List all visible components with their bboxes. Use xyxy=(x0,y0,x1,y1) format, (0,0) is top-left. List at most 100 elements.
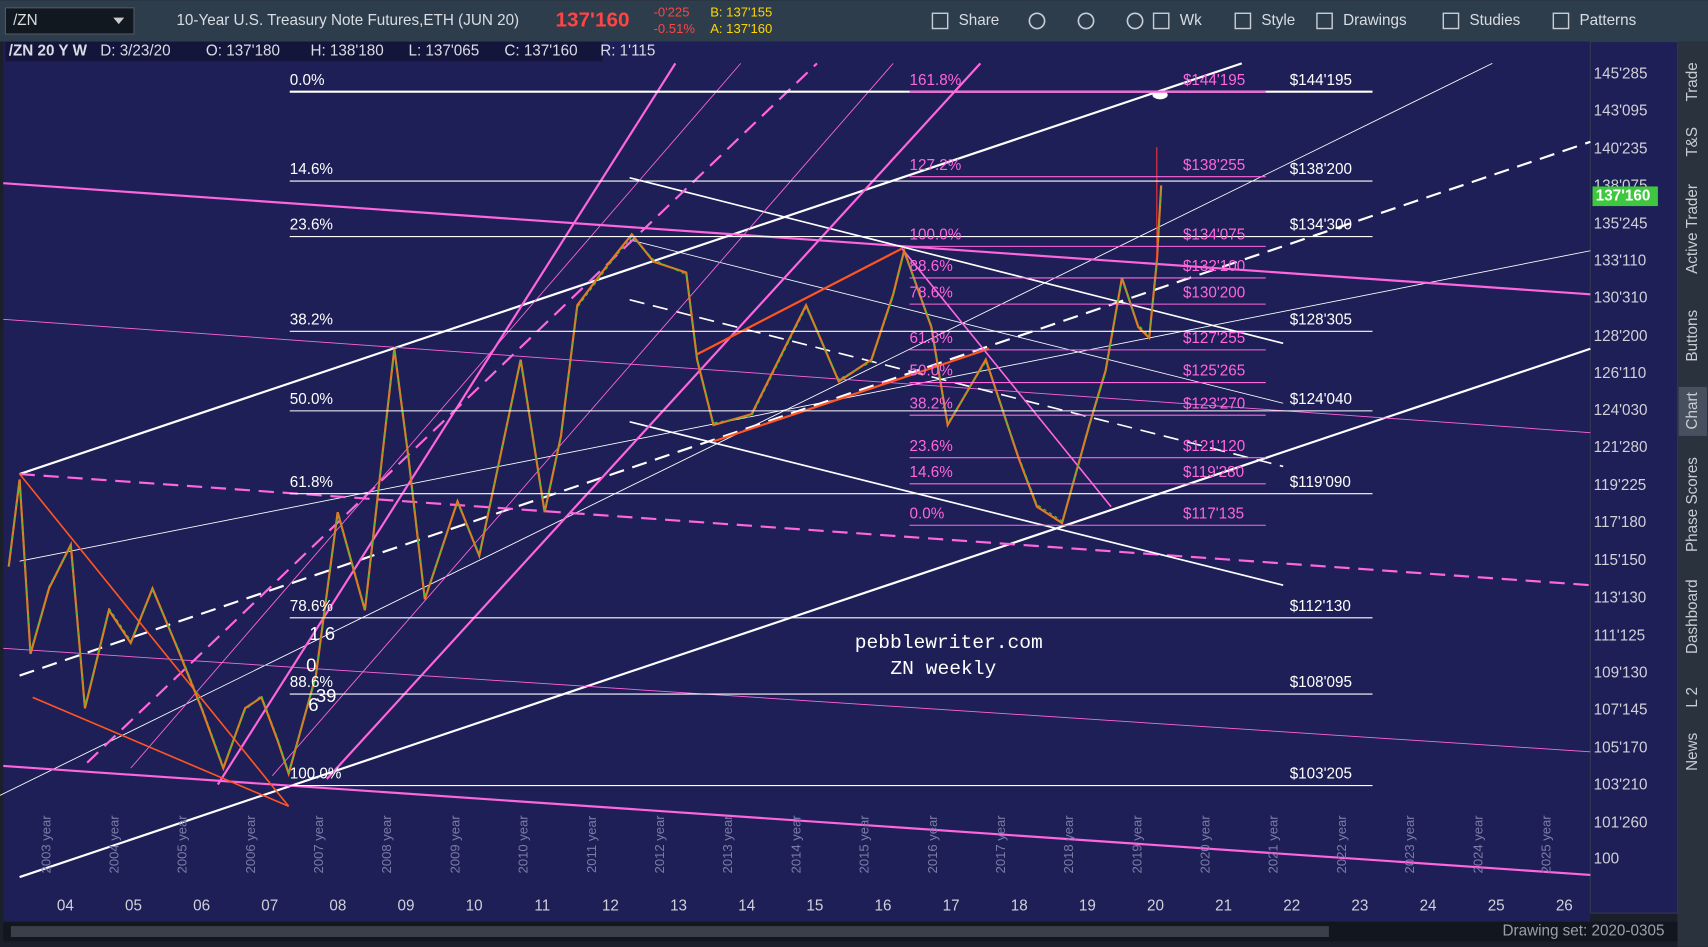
target-price: $138'255 xyxy=(1183,157,1245,174)
current-price: 137'160 xyxy=(1596,187,1651,204)
year-label: 2004 year xyxy=(106,815,121,874)
symbol[interactable]: /ZN xyxy=(13,12,38,29)
fib-price: $112'130 xyxy=(1290,598,1351,615)
target-ratio: 161.8% xyxy=(910,72,962,89)
side-tab[interactable]: T&S xyxy=(1684,127,1701,157)
target-price: $121'120 xyxy=(1183,438,1245,455)
toolbar-button[interactable]: Patterns xyxy=(1579,12,1636,29)
time-axis xyxy=(3,913,1591,922)
channel-line xyxy=(19,140,1591,677)
side-tab[interactable]: L 2 xyxy=(1684,687,1701,708)
side-tab[interactable]: Phase Scores xyxy=(1684,457,1701,552)
channel-line xyxy=(19,250,1591,562)
pink-diagonal xyxy=(271,63,894,777)
side-tab[interactable]: Buttons xyxy=(1684,309,1701,361)
price-tick-label: 111'125 xyxy=(1594,627,1646,644)
time-tick-label: 14 xyxy=(738,898,755,915)
target-ratio: 38.2% xyxy=(910,395,954,412)
side-tab[interactable]: Active Trader xyxy=(1684,184,1701,274)
toolbar-icon[interactable] xyxy=(1028,12,1046,30)
side-tab[interactable]: Chart xyxy=(1684,391,1701,429)
info-field: L: 137'065 xyxy=(408,42,479,59)
button-icon xyxy=(1442,12,1460,30)
symbol-box[interactable] xyxy=(4,7,135,35)
toolbar-icon[interactable] xyxy=(1077,12,1095,30)
toolbar-button[interactable]: Share xyxy=(959,12,1000,29)
target-price: $134'075 xyxy=(1183,227,1245,244)
year-label: 2009 year xyxy=(447,815,462,874)
time-tick-label: 16 xyxy=(874,898,891,915)
time-tick-label: 18 xyxy=(1011,898,1028,915)
pink-diagonal xyxy=(86,62,818,764)
drawings xyxy=(0,62,1591,879)
fib-ratio: 50.0% xyxy=(290,391,334,408)
pink-diagonal xyxy=(216,62,677,786)
price-tick-label: 119'225 xyxy=(1594,477,1647,494)
price-tick-label: 145'285 xyxy=(1594,65,1648,82)
fib-price: $144'195 xyxy=(1290,72,1352,89)
time-tick-label: 09 xyxy=(398,898,415,915)
target-price: $123'270 xyxy=(1183,395,1245,412)
year-label: 2017 year xyxy=(993,815,1008,874)
fib-price: $108'095 xyxy=(1290,674,1352,691)
info-field: R: 1'115 xyxy=(600,42,655,59)
button-icon xyxy=(1316,12,1333,30)
fib-price: $134'300 xyxy=(1290,217,1352,234)
target-price: $144'195 xyxy=(1183,72,1245,89)
target-ratio: 88.6% xyxy=(910,258,954,275)
button-icon xyxy=(931,12,949,30)
year-label: 2015 year xyxy=(857,815,872,874)
side-tab[interactable]: Dashboard xyxy=(1684,579,1701,654)
year-label: 2019 year xyxy=(1129,815,1144,874)
fib-ratio: 78.6% xyxy=(290,598,334,615)
year-label: 2020 year xyxy=(1198,815,1213,874)
ask: A: 137'160 xyxy=(710,21,772,36)
time-tick-label: 06 xyxy=(193,898,210,915)
button-icon xyxy=(1234,12,1252,30)
fib-ratio: 0.0% xyxy=(290,72,325,89)
year-label: 2021 year xyxy=(1266,815,1281,874)
price-tick-label: 124'030 xyxy=(1594,402,1648,419)
time-tick-label: 11 xyxy=(534,898,550,915)
target-price: $117'135 xyxy=(1183,505,1244,522)
orange-line xyxy=(713,347,990,443)
pink-diagonal xyxy=(325,62,982,780)
side-panel xyxy=(1677,41,1708,947)
price-tick-label: 115'150 xyxy=(1594,552,1647,569)
side-tab[interactable]: Trade xyxy=(1684,62,1701,101)
toolbar-icon[interactable] xyxy=(1126,12,1144,30)
fib-ratio: 61.8% xyxy=(290,474,334,491)
time-tick-label: 17 xyxy=(943,898,960,915)
time-tick-label: 24 xyxy=(1420,898,1437,915)
year-label: 2014 year xyxy=(788,815,803,874)
price-tick-label: 113'130 xyxy=(1594,589,1647,606)
target-ratio: 14.6% xyxy=(910,464,954,481)
target-price: $127'255 xyxy=(1183,330,1245,347)
price-tick-label: 107'145 xyxy=(1594,701,1648,718)
side-tab[interactable]: News xyxy=(1684,732,1701,771)
info-field: C: 137'160 xyxy=(504,42,577,59)
toolbar-button[interactable]: Style xyxy=(1261,12,1295,29)
annotation: 1 6 xyxy=(309,623,335,644)
pink-line xyxy=(3,647,1591,753)
toolbar-button[interactable]: Drawings xyxy=(1343,12,1407,29)
price-tick-label: 117'180 xyxy=(1594,514,1647,531)
watermark: pebblewriter.com xyxy=(855,632,1043,654)
year-label: 2007 year xyxy=(311,815,326,874)
target-price: $119'280 xyxy=(1183,464,1244,481)
current-price-box xyxy=(1592,186,1658,207)
time-tick-label: 08 xyxy=(329,898,346,915)
target-ratio: 61.8% xyxy=(910,330,954,347)
toolbar-button[interactable]: Studies xyxy=(1469,12,1520,29)
time-tick-label: 22 xyxy=(1283,898,1300,915)
target-ratio: 100.0% xyxy=(910,227,962,244)
change: -0'225 xyxy=(654,5,690,20)
toolbar-button[interactable]: Wk xyxy=(1180,12,1202,29)
fib-ratio: 100.0% xyxy=(290,766,342,783)
year-label: 2016 year xyxy=(925,815,940,874)
time-tick-label: 25 xyxy=(1488,898,1505,915)
year-label: 2013 year xyxy=(720,815,735,874)
pink-line xyxy=(3,764,1591,876)
scroll-thumb[interactable] xyxy=(10,926,1329,937)
